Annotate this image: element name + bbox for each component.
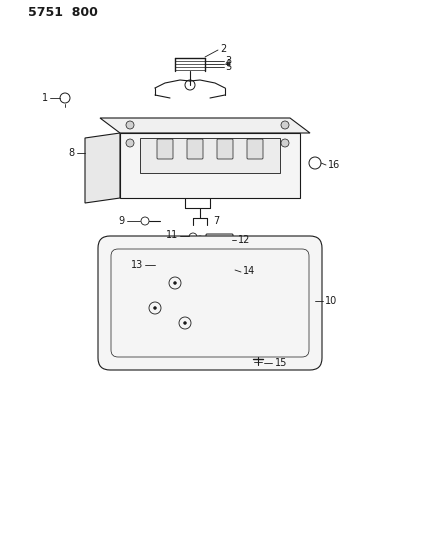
Circle shape: [281, 139, 289, 147]
Circle shape: [163, 256, 173, 266]
Polygon shape: [155, 255, 215, 275]
Text: 12: 12: [238, 235, 250, 245]
FancyBboxPatch shape: [247, 139, 263, 159]
Text: 2: 2: [220, 44, 226, 54]
Text: 5: 5: [225, 62, 231, 72]
Text: 15: 15: [275, 358, 287, 368]
Circle shape: [281, 121, 289, 129]
Text: 13: 13: [131, 260, 143, 270]
Text: 16: 16: [328, 160, 340, 170]
Circle shape: [126, 121, 134, 129]
Text: 3: 3: [225, 56, 231, 66]
Polygon shape: [120, 133, 300, 198]
Text: 11: 11: [166, 230, 178, 240]
Text: 7: 7: [213, 216, 219, 226]
Circle shape: [184, 321, 187, 325]
Text: 9: 9: [119, 216, 125, 226]
Circle shape: [154, 306, 157, 310]
Circle shape: [126, 139, 134, 147]
Text: 10: 10: [325, 296, 337, 306]
Text: 1: 1: [42, 93, 48, 103]
Polygon shape: [100, 118, 310, 133]
FancyBboxPatch shape: [217, 139, 233, 159]
FancyBboxPatch shape: [98, 236, 322, 370]
FancyBboxPatch shape: [157, 139, 173, 159]
FancyBboxPatch shape: [206, 234, 233, 246]
Polygon shape: [85, 133, 120, 203]
FancyBboxPatch shape: [187, 139, 203, 159]
Polygon shape: [140, 138, 280, 173]
Text: 4: 4: [225, 59, 231, 69]
Text: 5751  800: 5751 800: [28, 6, 98, 20]
Text: 8: 8: [69, 148, 75, 158]
Text: 14: 14: [243, 266, 255, 276]
Circle shape: [173, 281, 176, 285]
